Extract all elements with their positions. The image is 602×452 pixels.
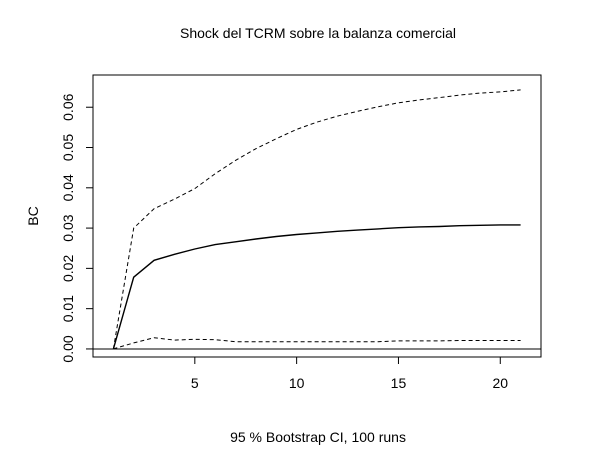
x-axis-label: 95 % Bootstrap CI, 100 runs (230, 429, 406, 445)
series-layer (112, 89, 521, 350)
y-tick-label: 0.01 (60, 295, 76, 322)
series-line-estimate (112, 224, 521, 350)
chart-title: Shock del TCRM sobre la balanza comercia… (180, 25, 456, 41)
x-tick-label: 5 (191, 375, 199, 391)
y-tick-label: 0.03 (60, 214, 76, 241)
x-tick-label: 15 (391, 375, 407, 391)
y-tick-label: 0.04 (60, 174, 76, 201)
y-tick-label: 0.02 (60, 255, 76, 282)
y-tick-label: 0.06 (60, 93, 76, 120)
x-tick-label: 20 (492, 375, 508, 391)
y-axis: 0.00 0.01 0.02 0.03 0.04 0.05 0.06 (60, 93, 94, 363)
x-axis: 5 10 15 20 (191, 356, 508, 391)
plot-frame (92, 74, 542, 358)
x-tick-label: 10 (289, 375, 305, 391)
y-tick-label: 0.05 (60, 134, 76, 161)
y-tick-label: 0.00 (60, 335, 76, 362)
series-line-ci-1 (112, 89, 521, 349)
y-axis-label: BC (25, 206, 41, 225)
series-line-ci-2 (113, 337, 521, 350)
